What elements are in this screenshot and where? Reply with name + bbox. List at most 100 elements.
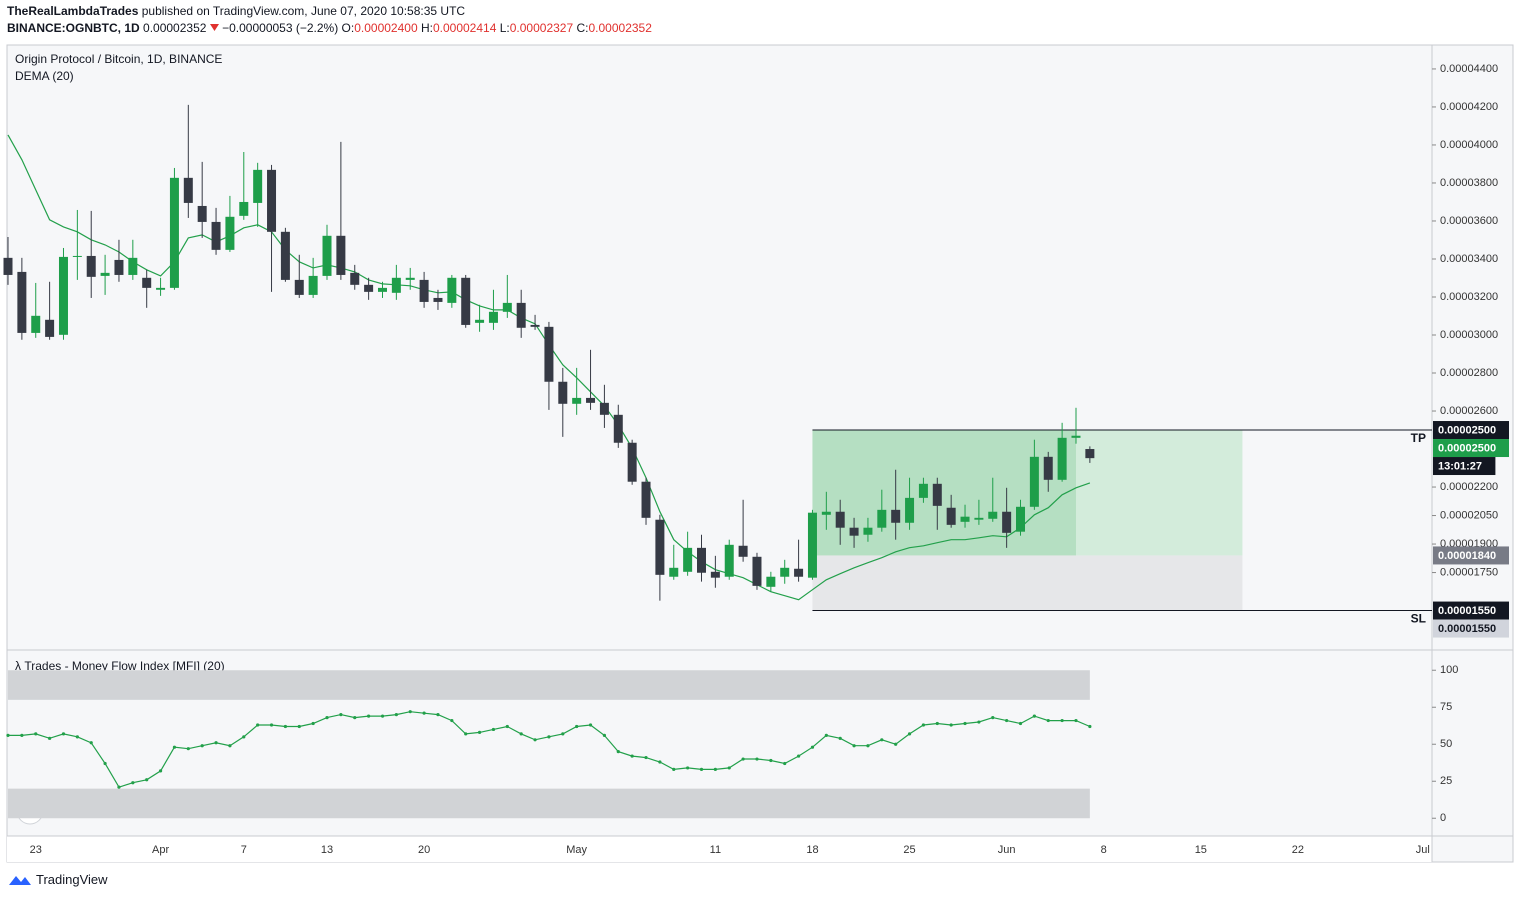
y-tick-label: 0.00003000 xyxy=(1440,329,1498,341)
candle-body xyxy=(502,302,512,312)
candle-body xyxy=(156,287,166,290)
candle-body xyxy=(169,177,179,288)
candle-body xyxy=(724,544,734,577)
mfi-point xyxy=(477,730,482,735)
tv-logo xyxy=(9,875,31,885)
candle-body xyxy=(461,277,471,325)
mfi-point xyxy=(367,714,371,718)
chart-frame xyxy=(6,44,1514,863)
mfi-point xyxy=(172,745,177,749)
change: −0.00000053 (−2.2%) xyxy=(222,21,339,35)
ohlc-value: 0.00002327 xyxy=(509,21,574,35)
candle-body xyxy=(655,519,665,575)
candle-body xyxy=(211,221,221,250)
y-tick-label: 0.00003400 xyxy=(1440,253,1498,265)
candle-body xyxy=(280,231,290,280)
y-tick-label: 0.00002800 xyxy=(1440,367,1498,379)
y-tick-label: 0.00002200 xyxy=(1440,481,1498,493)
mfi-point xyxy=(422,711,426,715)
ohlc-key: O: xyxy=(341,21,355,35)
candle-body xyxy=(863,527,873,535)
y-tick-label: 0.00003200 xyxy=(1440,291,1498,303)
mfi-point xyxy=(353,716,357,720)
mfi-point xyxy=(269,723,274,727)
candle-body xyxy=(391,277,401,293)
mfi-point xyxy=(810,745,815,749)
mfi-point xyxy=(117,785,121,789)
mfi-point xyxy=(380,714,385,718)
price-label-box xyxy=(1433,439,1509,458)
x-tick-label: Jul xyxy=(1416,844,1430,856)
y-tick-label: 0.00003800 xyxy=(1440,177,1498,189)
mfi-point xyxy=(755,757,759,761)
mfi-point xyxy=(949,723,953,727)
x-tick-label: 13 xyxy=(321,844,333,856)
candle-body xyxy=(905,497,915,523)
candle-body xyxy=(877,509,887,528)
last-price: 0.00002352 xyxy=(143,21,207,35)
candle-body xyxy=(613,414,623,443)
target-label: TP xyxy=(1411,431,1426,445)
candle-body xyxy=(336,235,346,275)
price-label: 0.00002500 xyxy=(1438,424,1496,436)
price-label-box xyxy=(1433,546,1509,565)
candle-body xyxy=(558,381,568,404)
y-tick-label: 0.00004000 xyxy=(1440,139,1498,151)
mfi-point xyxy=(575,724,579,729)
y-tick-label: 0.00004200 xyxy=(1440,101,1498,113)
candle-body xyxy=(1085,449,1095,459)
x-tick-label: 23 xyxy=(30,844,42,856)
candle-body xyxy=(419,279,429,302)
y-tick-label: 100 xyxy=(1440,664,1458,676)
candle-body xyxy=(932,483,942,506)
mfi-point xyxy=(616,750,620,754)
candle-body xyxy=(599,402,609,415)
price-label: 0.00001840 xyxy=(1438,550,1496,562)
candle-body xyxy=(377,287,387,292)
ohlc-value: 0.00002400 xyxy=(354,21,418,35)
mfi-point xyxy=(1046,718,1050,723)
y-tick-label: 0.00003600 xyxy=(1440,215,1498,227)
candle-body xyxy=(766,576,776,587)
mfi-point xyxy=(48,736,52,740)
mfi-point xyxy=(824,733,828,737)
published: published on TradingView.com, June 07, 2… xyxy=(141,4,466,18)
candle-body xyxy=(197,205,207,222)
mfi-point xyxy=(769,758,773,763)
x-tick-label: 7 xyxy=(241,844,247,856)
mfi-point xyxy=(852,744,856,748)
mfi-point xyxy=(103,761,107,766)
candle-body xyxy=(447,277,457,303)
mfi-point xyxy=(547,735,551,739)
ohlc-key: C: xyxy=(576,21,589,35)
candle-body xyxy=(1029,456,1039,507)
x-tick-label: Jun xyxy=(998,844,1016,856)
candle-body xyxy=(17,271,27,333)
price-label-box xyxy=(1433,619,1509,638)
mfi-point xyxy=(713,767,717,772)
mfi-point xyxy=(1088,724,1092,729)
mfi-band xyxy=(8,788,1090,819)
mfi-point xyxy=(686,766,690,770)
candle-body xyxy=(225,216,235,250)
mfi-point xyxy=(408,710,412,714)
mfi-point xyxy=(464,732,468,736)
price-label: 0.00002500 xyxy=(1438,442,1496,454)
ohlc-value: 0.00002414 xyxy=(432,21,497,35)
candle-body xyxy=(669,567,679,577)
mfi-point xyxy=(325,716,329,720)
mfi-point xyxy=(519,732,523,736)
candle-body xyxy=(294,279,304,295)
mfi-point xyxy=(34,732,38,736)
candle-body xyxy=(738,545,748,557)
mfi-point xyxy=(339,713,343,717)
mfi-point xyxy=(436,713,440,717)
candle-body xyxy=(475,319,485,323)
candle-body xyxy=(350,272,360,285)
candle-body xyxy=(364,284,374,292)
mfi-point xyxy=(242,735,246,739)
footer: TradingView xyxy=(8,872,108,887)
candle-body xyxy=(641,481,651,518)
candle-body xyxy=(710,571,720,578)
